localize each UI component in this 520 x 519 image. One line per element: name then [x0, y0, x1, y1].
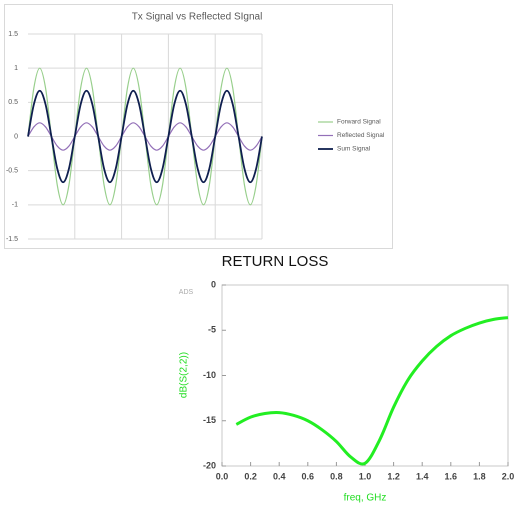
y-tick-label: -0.5	[6, 168, 18, 175]
watermark: ADS	[179, 289, 194, 296]
y-tick-label: 0	[211, 279, 216, 289]
legend-label: Sum Signal	[337, 146, 371, 153]
y-tick-label: -10	[203, 370, 216, 380]
y-tick-label: -20	[203, 460, 216, 470]
series-line	[235, 316, 509, 466]
legend-label: Forward Signal	[337, 119, 381, 126]
x-tick-label: 1.6	[445, 471, 458, 481]
y-tick-label: 1	[14, 65, 18, 72]
y-tick-label: -1	[12, 202, 18, 209]
x-axis-label: freq, GHz	[344, 493, 387, 504]
y-tick-label: 1.5	[8, 31, 18, 38]
y-tick-label: 0.5	[8, 99, 18, 106]
x-tick-label: 0.4	[273, 471, 286, 481]
y-axis-label: dB(S(2,2))	[179, 352, 190, 398]
y-tick-label: 0	[14, 133, 18, 140]
x-tick-label: 1.0	[359, 471, 372, 481]
x-tick-label: 0.0	[216, 471, 229, 481]
x-tick-label: 1.4	[416, 471, 429, 481]
x-tick-label: 1.2	[387, 471, 400, 481]
x-tick-label: 1.8	[473, 471, 486, 481]
x-tick-label: 0.2	[244, 471, 257, 481]
x-tick-label: 0.8	[330, 471, 343, 481]
y-tick-label: -15	[203, 415, 216, 425]
series-line	[27, 89, 263, 184]
chart-title: RETURN LOSS	[222, 253, 329, 270]
x-tick-label: 2.0	[502, 471, 515, 481]
legend-label: Reflected Signal	[337, 132, 385, 139]
chart-frame	[4, 4, 393, 249]
x-tick-label: 0.6	[302, 471, 315, 481]
y-tick-label: -1.5	[6, 236, 18, 243]
chart-title: Tx Signal vs Reflected SIgnal	[132, 12, 263, 23]
plot-frame	[221, 284, 509, 467]
y-tick-label: -5	[208, 325, 216, 335]
